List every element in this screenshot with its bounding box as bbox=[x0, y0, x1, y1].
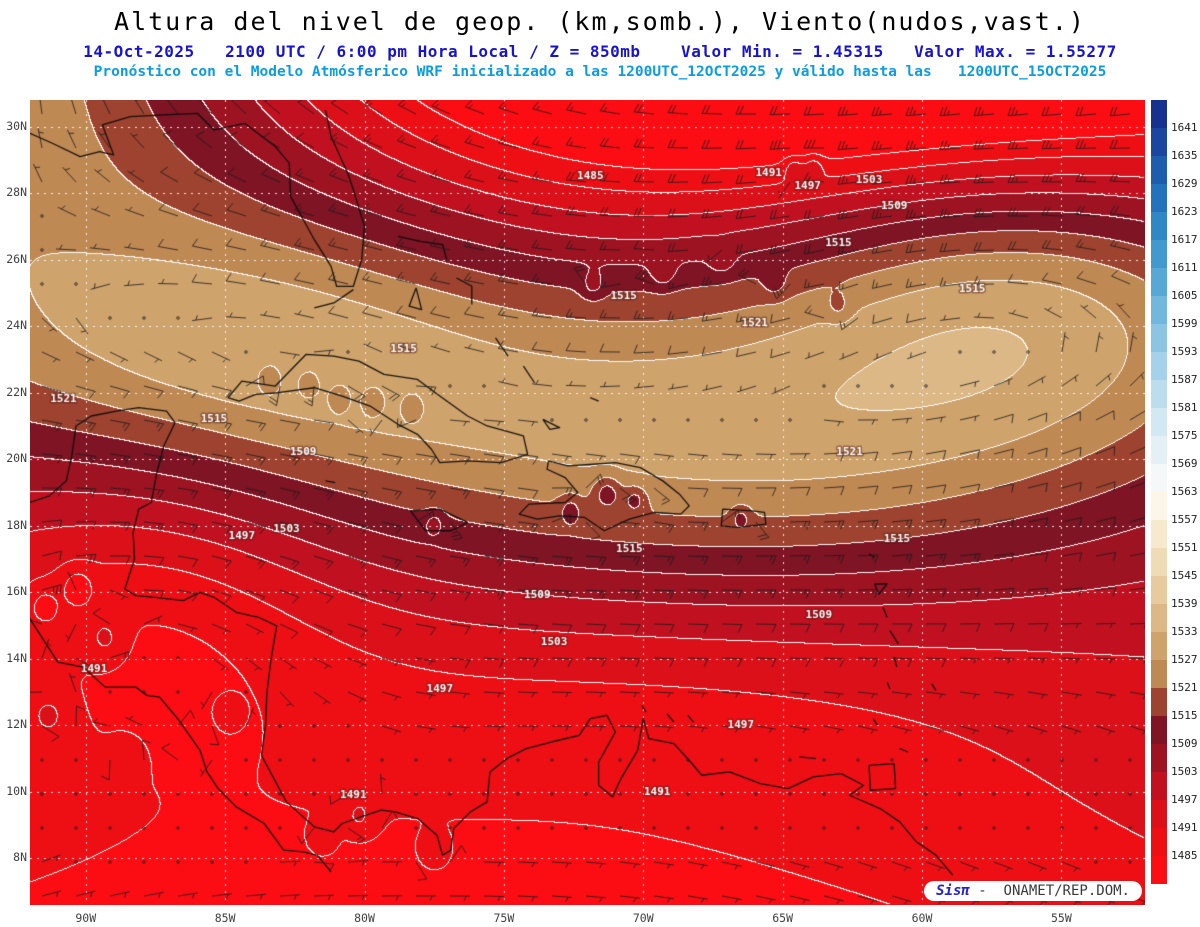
colorbar-tick-label: 1551 bbox=[1171, 541, 1198, 554]
colorbar-tick-label: 1623 bbox=[1171, 205, 1198, 218]
lat-tick-label: 20N bbox=[6, 451, 27, 466]
attribution-text: - ONAMET/REP.DOM. bbox=[969, 883, 1130, 899]
lon-tick-label: 90W bbox=[75, 911, 97, 925]
colorbar-cell bbox=[1151, 520, 1167, 548]
colorbar-tick-label: 1515 bbox=[1171, 709, 1198, 722]
attribution-box: Sisπ - ONAMET/REP.DOM. bbox=[924, 881, 1142, 901]
lat-tick-label: 8N bbox=[13, 850, 27, 865]
colorbar-tick-label: 1539 bbox=[1171, 597, 1198, 610]
colorbar-cell bbox=[1151, 828, 1167, 856]
lon-tick-label: 65W bbox=[772, 911, 794, 925]
colorbar-cell bbox=[1151, 268, 1167, 296]
colorbar-cell bbox=[1151, 800, 1167, 828]
colorbar-cell bbox=[1151, 632, 1167, 660]
colorbar-cell bbox=[1151, 436, 1167, 464]
colorbar-cell bbox=[1151, 688, 1167, 716]
colorbar-cell bbox=[1151, 184, 1167, 212]
colorbar-tick-label: 1629 bbox=[1171, 177, 1198, 190]
colorbar-tick-label: 1641 bbox=[1171, 121, 1198, 134]
lon-tick-label: 85W bbox=[214, 911, 236, 925]
colorbar-tick-label: 1485 bbox=[1171, 849, 1198, 862]
colorbar-tick-label: 1491 bbox=[1171, 821, 1198, 834]
lon-tick-label: 80W bbox=[354, 911, 375, 925]
lat-tick-label: 30N bbox=[6, 118, 27, 133]
lat-tick-label: 12N bbox=[6, 717, 27, 732]
colorbar-tick-label: 1509 bbox=[1171, 737, 1198, 750]
map-canvas bbox=[30, 100, 1145, 905]
colorbar-tick-label: 1599 bbox=[1171, 317, 1198, 330]
colorbar-cell bbox=[1151, 156, 1167, 184]
colorbar-tick-label: 1605 bbox=[1171, 289, 1198, 302]
colorbar-tick-label: 1611 bbox=[1171, 261, 1198, 274]
brand-label: Sisπ bbox=[936, 883, 970, 899]
colorbar-cell bbox=[1151, 100, 1167, 128]
lat-tick-label: 10N bbox=[6, 783, 27, 798]
colorbar-tick-label: 1575 bbox=[1171, 429, 1198, 442]
lat-tick-label: 14N bbox=[6, 650, 27, 665]
page-title: Altura del nivel de geop. (km,somb.), Vi… bbox=[114, 7, 1086, 36]
colorbar-tick-label: 1527 bbox=[1171, 653, 1198, 666]
colorbar-tick-label: 1593 bbox=[1171, 345, 1198, 358]
colorbar-tick-label: 1503 bbox=[1171, 765, 1198, 778]
colorbar-tick-label: 1563 bbox=[1171, 485, 1198, 498]
colorbar-cell bbox=[1151, 604, 1167, 632]
colorbar-tick-label: 1497 bbox=[1171, 793, 1198, 806]
colorbar-cell bbox=[1151, 772, 1167, 800]
colorbar-cell bbox=[1151, 324, 1167, 352]
colorbar-cell bbox=[1151, 464, 1167, 492]
colorbar-cell bbox=[1151, 128, 1167, 156]
colorbar-cell bbox=[1151, 380, 1167, 408]
colorbar-cell bbox=[1151, 744, 1167, 772]
colorbar-cell bbox=[1151, 576, 1167, 604]
lat-tick-label: 22N bbox=[6, 384, 27, 399]
colorbar-tick-label: 1581 bbox=[1171, 401, 1198, 414]
colorbar-cell bbox=[1151, 548, 1167, 576]
colorbar-tick-label: 1533 bbox=[1171, 625, 1198, 638]
lat-tick-label: 16N bbox=[6, 584, 27, 599]
valid-time-line: 14-Oct-2025 2100 UTC / 6:00 pm Hora Loca… bbox=[83, 42, 1117, 61]
lat-tick-label: 26N bbox=[6, 251, 27, 266]
colorbar-tick-label: 1587 bbox=[1171, 373, 1198, 386]
lon-tick-label: 70W bbox=[632, 911, 654, 925]
colorbar-tick-label: 1635 bbox=[1171, 149, 1198, 162]
colorbar-cell bbox=[1151, 660, 1167, 688]
colorbar-cell bbox=[1151, 212, 1167, 240]
model-init-line: Pronóstico con el Modelo Atmósferico WRF… bbox=[93, 64, 1107, 80]
lon-tick-label: 60W bbox=[911, 911, 933, 925]
colorbar: 1641 1635 1629 1623 1617 1611 1605 1599 1593 1587… bbox=[1151, 100, 1199, 884]
lat-tick-label: 28N bbox=[6, 185, 27, 200]
colorbar-cell bbox=[1151, 716, 1167, 744]
colorbar-tick-label: 1545 bbox=[1171, 569, 1198, 582]
colorbar-tick-label: 1569 bbox=[1171, 457, 1198, 470]
colorbar-cell bbox=[1151, 240, 1167, 268]
lon-tick-label: 55W bbox=[1050, 911, 1072, 925]
colorbar-cell bbox=[1151, 856, 1167, 884]
colorbar-cell bbox=[1151, 408, 1167, 436]
lat-tick-label: 24N bbox=[6, 318, 27, 333]
colorbar-tick-label: 1617 bbox=[1171, 233, 1198, 246]
lat-tick-label: 18N bbox=[6, 517, 27, 532]
colorbar-cell bbox=[1151, 296, 1167, 324]
colorbar-cell bbox=[1151, 492, 1167, 520]
colorbar-cell bbox=[1151, 352, 1167, 380]
lon-tick-label: 75W bbox=[493, 911, 515, 925]
colorbar-tick-label: 1557 bbox=[1171, 513, 1198, 526]
colorbar-tick-label: 1521 bbox=[1171, 681, 1198, 694]
